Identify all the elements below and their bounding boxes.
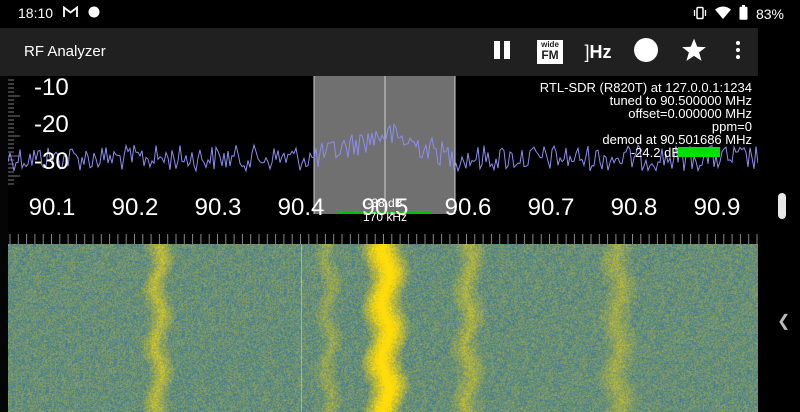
status-right: 83% (693, 5, 784, 23)
tune-to-frequency-button[interactable]: ]Hz (574, 28, 622, 76)
offset-info: offset=0.000000 MHz (628, 106, 752, 121)
source-info: RTL-SDR (R820T) at 127.0.0.1:1234 (539, 80, 752, 95)
hz-icon: ]Hz (584, 41, 612, 62)
db-label-minus-30: -30 (34, 148, 69, 175)
app-bar: RF Analyzer wide FM ]Hz (0, 28, 758, 76)
wide-fm-icon: wide FM (537, 40, 563, 64)
demod-frequency: demod at 90.501686 MHz (602, 132, 752, 147)
waterfall-marker-line (301, 244, 302, 412)
status-left: 18:10 (18, 5, 100, 21)
freq-label: 90.7 (527, 194, 575, 221)
freq-label: 90.2 (111, 194, 159, 221)
ppm-info: ppm=0 (711, 119, 752, 134)
bookmarks-button[interactable] (670, 28, 718, 76)
freq-label: 90.4 (277, 194, 325, 221)
more-vert-icon (735, 40, 741, 65)
frequency-axis-ticks (9, 234, 758, 244)
signal-strength-bar (678, 147, 720, 157)
squelch-level: -24.2 dB (630, 145, 680, 160)
fft-spectrum-view[interactable]: -10 -20 -30 90.1 90.2 90.3 90.4 90.5 90.… (8, 76, 758, 244)
overflow-menu-button[interactable] (718, 28, 758, 76)
toolbar: wide FM ]Hz (478, 28, 758, 76)
pause-icon (492, 40, 512, 65)
db-label-minus-10: -10 (34, 76, 69, 101)
demodulation-button[interactable]: wide FM (526, 28, 574, 76)
waterfall-view[interactable] (8, 244, 758, 412)
status-bar: 18:10 83% (0, 0, 800, 28)
app-title: RF Analyzer (24, 43, 106, 60)
vibrate-icon (693, 6, 707, 23)
record-icon (633, 37, 659, 68)
fft-trace (8, 122, 758, 173)
clock: 18:10 (18, 5, 54, 21)
star-icon (681, 37, 707, 68)
wifi-icon (714, 6, 731, 22)
right-nav-area: ❮ (758, 28, 800, 412)
tuned-frequency: tuned to 90.500000 MHz (609, 93, 752, 108)
left-strip (0, 76, 8, 412)
scroll-handle[interactable] (778, 193, 786, 219)
notification-dot-icon (88, 5, 100, 21)
gmail-icon (63, 5, 78, 21)
db-label-minus-20: -20 (34, 111, 69, 138)
freq-label: 90.1 (28, 194, 76, 221)
record-button[interactable] (622, 28, 670, 76)
waterfall-canvas (8, 244, 758, 412)
db-axis (8, 79, 20, 185)
back-chevron-icon[interactable]: ❮ (777, 313, 791, 330)
channel-bandwidth-label: 170 kHz (362, 210, 408, 224)
battery-icon (739, 5, 748, 23)
freq-label: 90.9 (693, 194, 741, 221)
freq-label: 90.8 (610, 194, 658, 221)
freq-label: 90.5 (361, 194, 409, 221)
pause-button[interactable] (478, 28, 526, 76)
squelch-value-label: -38 dB (367, 196, 403, 210)
battery-percent: 83% (755, 6, 784, 22)
freq-label: 90.6 (444, 194, 492, 221)
freq-label: 90.3 (194, 194, 242, 221)
